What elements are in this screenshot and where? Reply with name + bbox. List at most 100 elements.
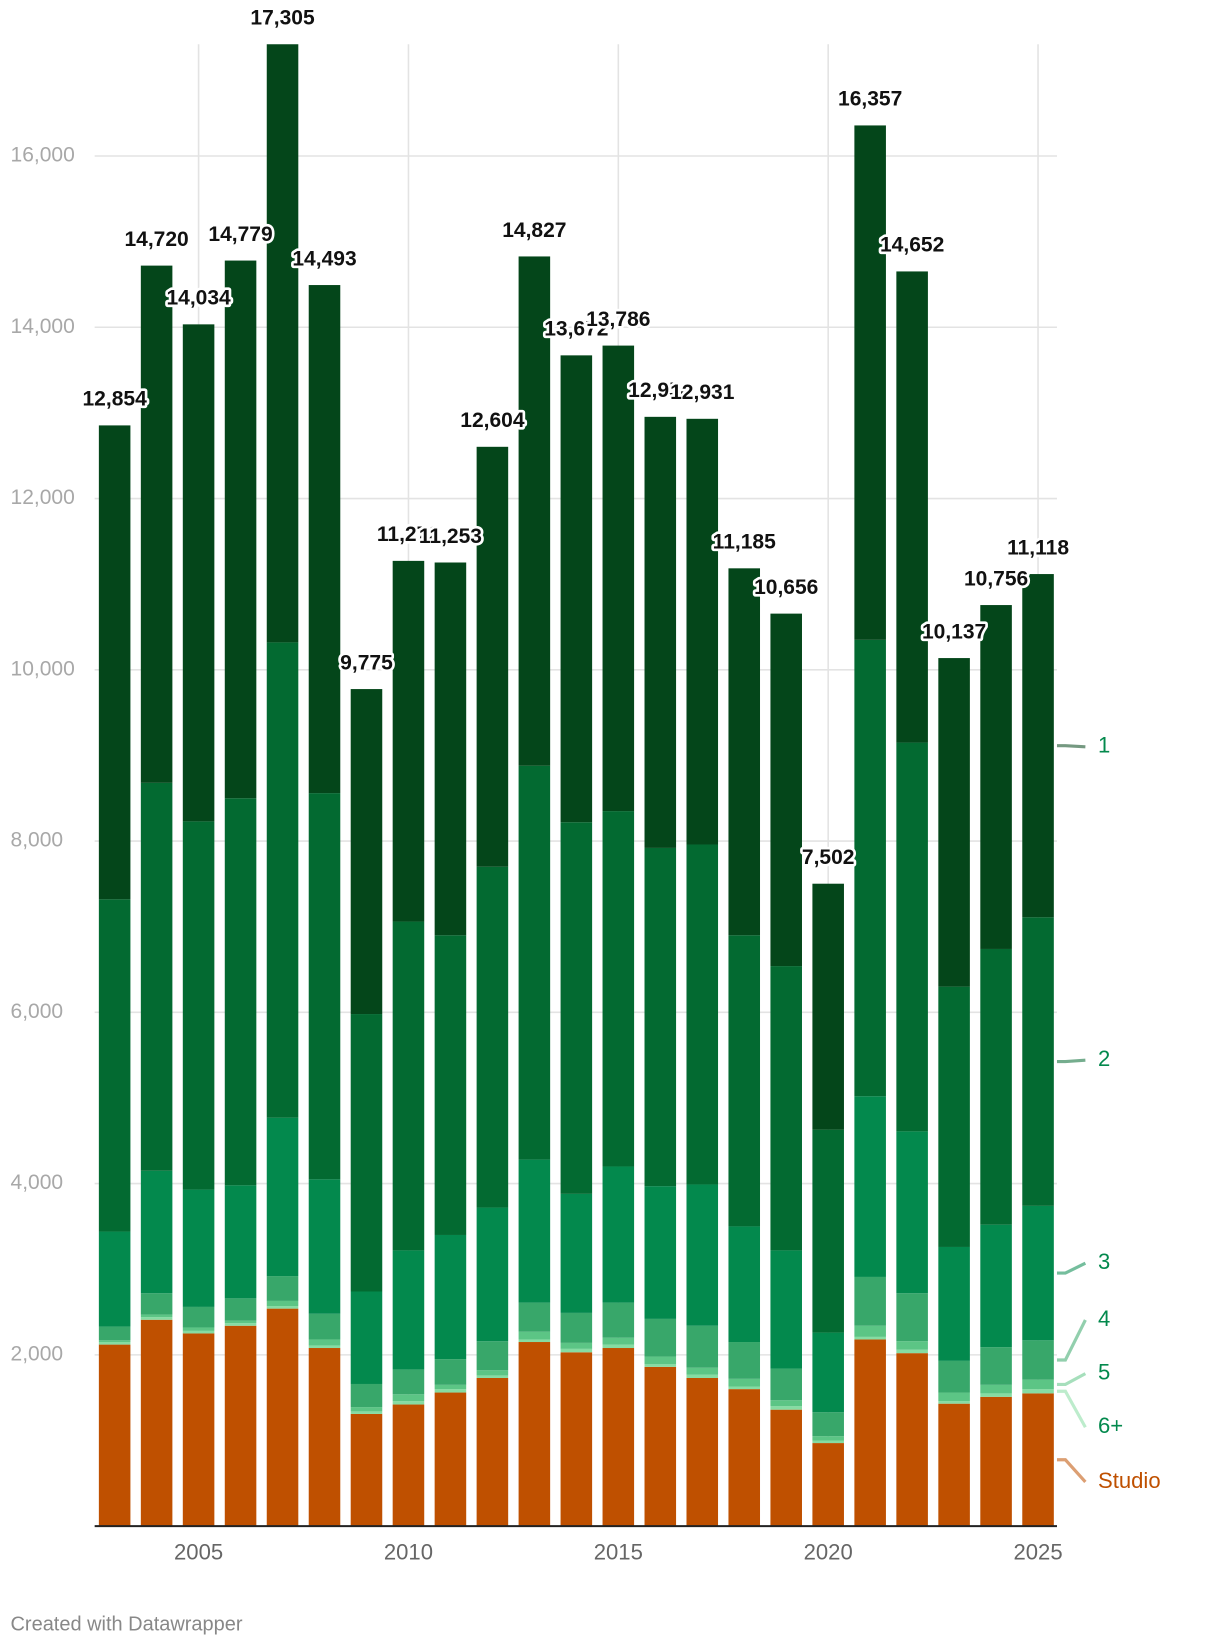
bar-segment	[602, 1344, 635, 1349]
total-label: 11,185	[713, 531, 776, 554]
bar-segment	[644, 1364, 677, 1367]
bar-segment	[224, 1298, 257, 1321]
bar-segment	[938, 1392, 970, 1402]
legend-label: 4	[1098, 1306, 1110, 1331]
total-label: 16,357	[838, 88, 902, 111]
bar-segment	[686, 418, 719, 845]
bar-segment	[560, 1312, 593, 1343]
bar-segment	[728, 1226, 761, 1343]
bar-segment	[980, 1347, 1012, 1385]
bar-segment	[266, 1117, 299, 1277]
bar-segment	[728, 1342, 761, 1379]
bar-segment	[896, 1293, 928, 1342]
total-label: 7,502	[802, 846, 855, 869]
bar-segment	[560, 1193, 593, 1313]
bar-segment	[854, 1339, 886, 1527]
footer: Created with Datawrapper	[11, 1613, 243, 1635]
bar-segment	[938, 1403, 970, 1527]
bar-segment	[938, 658, 970, 987]
bar-segment	[896, 1341, 928, 1350]
legend-label: 2	[1098, 1046, 1110, 1071]
bar-segment	[854, 1325, 886, 1337]
total-label: 12,954	[628, 379, 693, 402]
total-label: 17,305	[250, 7, 315, 30]
bar-segment	[140, 1293, 173, 1315]
total-label: 13,786	[586, 308, 650, 331]
bar-segment	[602, 811, 635, 1167]
bar-segment	[812, 883, 844, 1130]
bar-segment	[1022, 1393, 1054, 1527]
bar-segment	[770, 1368, 802, 1401]
bar-segment	[224, 1320, 257, 1324]
bar-segment	[686, 1377, 719, 1527]
bar-segment	[1022, 1340, 1054, 1380]
x-tick-label: 2005	[174, 1539, 223, 1564]
total-label: 14,779	[208, 223, 272, 246]
bar-segment	[308, 1345, 341, 1349]
bar-segment	[854, 1276, 886, 1326]
bar-segment	[518, 1302, 551, 1332]
x-tick-label: 2010	[384, 1539, 433, 1564]
bar-segment	[308, 793, 341, 1180]
bar-segment	[980, 605, 1012, 949]
bar-segment	[938, 1360, 970, 1393]
y-tick-label: 14,000	[11, 315, 75, 338]
total-label: 14,720	[124, 228, 188, 251]
bar-segment	[938, 1246, 970, 1361]
total-label: 14,034	[166, 287, 231, 310]
bar-segment	[350, 1411, 383, 1414]
bar-segment	[518, 1159, 551, 1303]
bar-segment	[140, 782, 173, 1171]
bar-segment	[728, 1378, 761, 1387]
total-label: 13,672	[544, 318, 608, 341]
bar-segment	[854, 639, 886, 1097]
x-tick-label: 2015	[594, 1539, 643, 1564]
y-tick-label: 10,000	[11, 657, 75, 680]
bar-segment	[434, 1359, 467, 1385]
y-tick-label: 2,000	[11, 1342, 64, 1365]
bar-segment	[140, 1314, 173, 1318]
bar-segment	[770, 1400, 802, 1407]
bar-segment	[812, 1440, 844, 1444]
bar-segment	[518, 765, 551, 1160]
y-tick-label: 8,000	[11, 829, 64, 852]
bar-segment	[728, 1389, 761, 1527]
total-label: 11,253	[419, 525, 482, 548]
legend-connector	[1056, 1261, 1087, 1275]
bar-segment	[182, 1306, 215, 1328]
bar-segment	[308, 1339, 341, 1346]
bar-segment	[308, 1313, 341, 1340]
bar-segment	[938, 986, 970, 1247]
bar-segment	[602, 1166, 635, 1303]
total-label: 9,775	[340, 651, 393, 674]
bar-segment	[560, 822, 593, 1194]
bar-segment	[980, 948, 1012, 1225]
bar-segment	[350, 689, 383, 1015]
bar-segment	[518, 1342, 551, 1527]
legend-label: 6+	[1098, 1413, 1123, 1438]
bar-segment	[224, 798, 257, 1186]
bar-segment	[98, 1340, 131, 1343]
total-label: 12,931	[670, 381, 735, 404]
bar-segment	[854, 125, 886, 640]
bar-segment	[476, 866, 509, 1208]
bar-segment	[266, 642, 299, 1118]
bar-segment	[182, 324, 215, 822]
bar-segment	[308, 285, 341, 794]
bar-segment	[476, 1370, 509, 1376]
legend-connector	[1056, 1319, 1087, 1362]
total-label: 12,604	[460, 409, 525, 432]
legend-label: 1	[1098, 733, 1110, 758]
bar-segment	[140, 1317, 173, 1320]
bar-segment	[980, 1224, 1012, 1348]
bar-segment	[770, 966, 802, 1251]
bar-segment	[560, 1342, 593, 1349]
bar-segment	[98, 425, 131, 900]
total-label: 14,493	[292, 247, 356, 270]
bar-segment	[266, 1306, 299, 1309]
bar-segment	[434, 562, 467, 936]
bar-segment	[980, 1384, 1012, 1394]
bar-segment	[140, 1170, 173, 1294]
bar-segment	[392, 1401, 425, 1405]
